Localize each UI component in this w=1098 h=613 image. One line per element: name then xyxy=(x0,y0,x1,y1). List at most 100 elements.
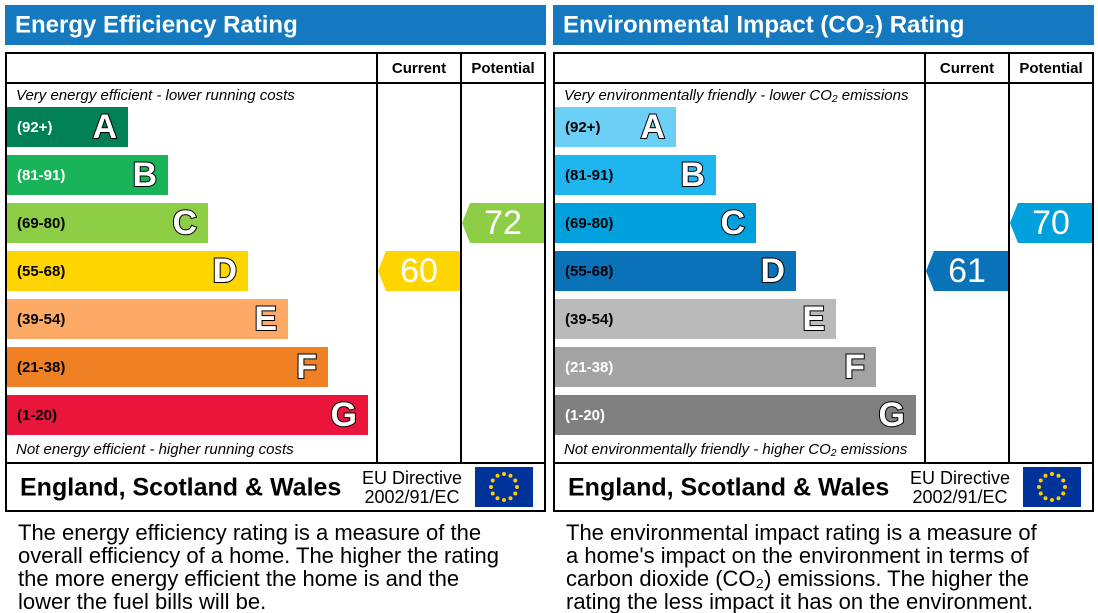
band-bar xyxy=(555,347,876,387)
band-bar xyxy=(7,347,328,387)
description-line: carbon dioxide (CO₂) emissions. The high… xyxy=(566,566,1029,591)
band-letter: D xyxy=(212,252,237,290)
bottom-note: Not energy efficient - higher running co… xyxy=(16,441,294,458)
rating-value: 61 xyxy=(948,252,986,290)
description-line: overall efficiency of a home. The higher… xyxy=(18,543,499,568)
band-bar xyxy=(7,203,208,243)
flag-star xyxy=(495,496,500,501)
band-letter: C xyxy=(720,204,745,242)
rating-arrow xyxy=(462,203,544,243)
description-line: The energy efficiency rating is a measur… xyxy=(18,520,481,545)
band-range: (39-54) xyxy=(17,311,65,328)
panel-title: Environmental Impact (CO₂) Rating xyxy=(563,11,964,38)
band-bar xyxy=(555,155,716,195)
description-line: rating the less impact it has on the env… xyxy=(566,589,1033,613)
band-bar xyxy=(555,251,796,291)
rating-value: 60 xyxy=(400,252,438,290)
directive: EU Directive xyxy=(910,468,1010,488)
band-range: (39-54) xyxy=(565,311,613,328)
band-bar xyxy=(7,155,168,195)
band-range: (21-38) xyxy=(17,359,65,376)
band-letter: A xyxy=(640,108,665,146)
band-range: (69-80) xyxy=(565,215,613,232)
top-note: Very environmentally friendly - lower CO… xyxy=(564,87,909,104)
frame xyxy=(5,52,546,512)
rating-value: 72 xyxy=(484,204,522,242)
bottom-note: Not environmentally friendly - higher CO… xyxy=(564,441,908,458)
column-header: Potential xyxy=(1019,60,1082,77)
flag-star xyxy=(1056,496,1061,501)
rating-arrow xyxy=(1010,203,1092,243)
band-range: (55-68) xyxy=(565,263,613,280)
flag-star xyxy=(1043,473,1048,478)
band-letter: A xyxy=(92,108,117,146)
band-letter: F xyxy=(296,348,317,386)
flag-star xyxy=(502,472,506,476)
flag-star xyxy=(1056,473,1061,478)
directive: 2002/91/EC xyxy=(364,487,459,507)
flag-star xyxy=(1037,485,1041,489)
column-header: Potential xyxy=(471,60,534,77)
band-range: (81-91) xyxy=(565,167,613,184)
band-bar xyxy=(555,203,756,243)
band-letter: G xyxy=(331,396,357,434)
flag-star xyxy=(495,473,500,478)
column-header: Current xyxy=(392,60,446,77)
rating-arrow xyxy=(926,251,1008,291)
band-bar xyxy=(555,395,916,435)
band-bar xyxy=(555,299,836,339)
footer-region: England, Scotland & Wales xyxy=(20,474,341,502)
footer-region: England, Scotland & Wales xyxy=(568,474,889,502)
description-line: the more energy efficient the home is an… xyxy=(18,566,459,591)
column-header: Current xyxy=(940,60,994,77)
flag-star xyxy=(1038,491,1043,496)
frame xyxy=(553,52,1094,512)
flag-star xyxy=(508,473,513,478)
title-bar xyxy=(553,5,1094,45)
band-letter: D xyxy=(760,252,785,290)
band-letter: F xyxy=(844,348,865,386)
band-bar xyxy=(7,395,368,435)
description-line: The environmental impact rating is a mea… xyxy=(566,520,1038,545)
flag-star xyxy=(490,491,495,496)
flag-star xyxy=(1061,491,1066,496)
flag-star xyxy=(1038,478,1043,483)
flag-star xyxy=(502,498,506,502)
flag-star xyxy=(508,496,513,501)
band-letter: E xyxy=(802,300,825,338)
band-range: (1-20) xyxy=(17,407,57,424)
flag-star xyxy=(489,485,493,489)
directive: 2002/91/EC xyxy=(912,487,1007,507)
flag-star xyxy=(513,491,518,496)
flag-star xyxy=(515,485,519,489)
band-range: (69-80) xyxy=(17,215,65,232)
band-range: (21-38) xyxy=(565,359,613,376)
band-bar xyxy=(7,251,248,291)
band-range: (92+) xyxy=(565,119,600,136)
panel-title: Energy Efficiency Rating xyxy=(15,11,298,38)
band-letter: B xyxy=(132,156,157,194)
flag-star xyxy=(1050,498,1054,502)
band-range: (92+) xyxy=(17,119,52,136)
band-letter: B xyxy=(680,156,705,194)
flag-star xyxy=(490,478,495,483)
flag-star xyxy=(1043,496,1048,501)
band-range: (1-20) xyxy=(565,407,605,424)
rating-value: 70 xyxy=(1032,204,1070,242)
flag-star xyxy=(1050,472,1054,476)
description-line: a home's impact on the environment in te… xyxy=(566,543,1030,568)
band-bar xyxy=(7,107,128,147)
rating-arrow xyxy=(378,251,460,291)
top-note: Very energy efficient - lower running co… xyxy=(16,87,295,104)
flag-star xyxy=(1063,485,1067,489)
band-range: (81-91) xyxy=(17,167,65,184)
directive: EU Directive xyxy=(362,468,462,488)
title-bar xyxy=(5,5,546,45)
band-bar xyxy=(555,107,676,147)
flag-star xyxy=(513,478,518,483)
flag-star xyxy=(1061,478,1066,483)
description-line: lower the fuel bills will be. xyxy=(18,589,266,613)
band-letter: C xyxy=(172,204,197,242)
